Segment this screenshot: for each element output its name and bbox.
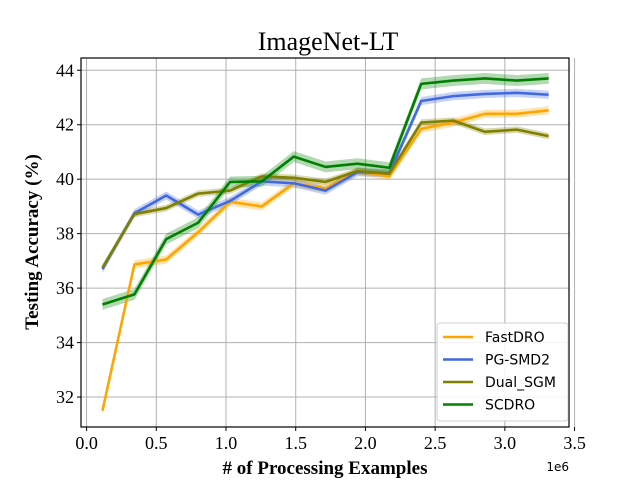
legend: FastDRO PG-SMD2 Dual_SGM SCDRO [436, 322, 569, 422]
plot-frame [80, 57, 570, 428]
x-tick-label: 3.5 [563, 433, 586, 453]
x-axis-label: # of Processing Examples [223, 458, 428, 479]
confidence-bands [102, 72, 549, 415]
y-axis-label: Testing Accuracy (%) [22, 154, 43, 330]
x-axis-ticks: 0.0 0.5 1.0 1.5 2.0 2.5 3.0 3.5 [75, 427, 586, 453]
x-tick-label: 2.0 [354, 433, 377, 453]
scdro-legend-label: SCDRO [485, 398, 535, 414]
chart-title: ImageNet-LT [258, 27, 399, 56]
legend-box [436, 322, 569, 422]
dual-sgm-band [102, 117, 549, 271]
y-axis-ticks: 32 34 36 38 40 42 44 [56, 60, 81, 407]
y-tick-label: 38 [56, 224, 74, 244]
x-tick-label: 0.0 [75, 433, 98, 453]
y-tick-label: 44 [56, 60, 74, 80]
pg-smd2-legend-label: PG-SMD2 [485, 353, 550, 369]
y-tick-label: 36 [56, 278, 74, 298]
x-axis-offset-label: 1e6 [546, 460, 569, 474]
y-tick-label: 42 [56, 115, 74, 135]
dual-sgm-legend-label: Dual_SGM [485, 375, 556, 391]
y-tick-label: 32 [56, 387, 74, 407]
x-tick-label: 3.0 [494, 433, 517, 453]
x-tick-label: 2.5 [424, 433, 447, 453]
y-tick-label: 40 [56, 169, 74, 189]
x-tick-label: 1.5 [284, 433, 307, 453]
x-tick-label: 1.0 [215, 433, 238, 453]
y-tick-label: 34 [56, 333, 74, 353]
x-tick-label: 0.5 [145, 433, 168, 453]
grid-lines [81, 58, 576, 427]
fastdro-legend-label: FastDRO [485, 330, 545, 346]
series-lines [101, 77, 549, 411]
